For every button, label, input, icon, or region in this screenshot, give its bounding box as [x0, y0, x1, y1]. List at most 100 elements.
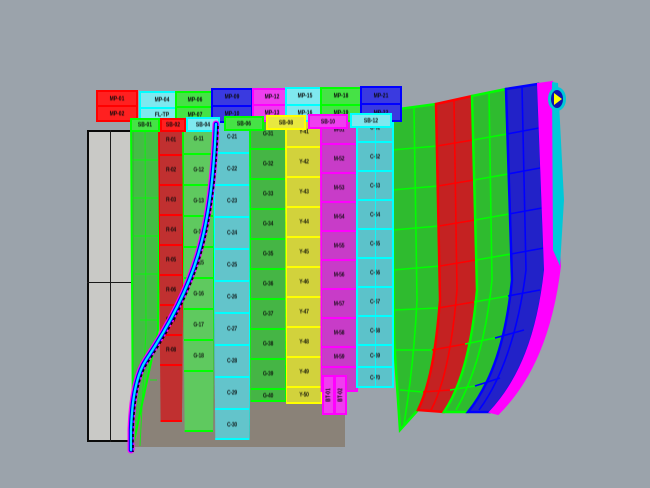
chip-label-row: SB-12: [363, 116, 379, 125]
mesh-cell[interactable]: Y-42: [287, 148, 321, 178]
mesh-cell[interactable]: G-35: [251, 240, 285, 270]
mesh-cell[interactable]: G-37: [251, 300, 285, 330]
secondary-chip[interactable]: SB-02: [160, 118, 186, 132]
mesh-cell[interactable]: R-08: [160, 336, 182, 366]
mesh-cell[interactable]: C-30: [226, 421, 238, 429]
chip-label-row: SB-10: [320, 117, 336, 126]
mesh-cell[interactable]: R-06: [160, 276, 182, 306]
mesh-cell[interactable]: Y-49: [287, 358, 321, 388]
section-plate-vdivider: [110, 130, 111, 442]
mesh-cell[interactable]: R-02: [160, 156, 182, 186]
mesh-cell[interactable]: M-57: [322, 290, 356, 319]
mesh-cell[interactable]: C-24: [215, 218, 249, 250]
mesh-cell[interactable]: Y-45: [287, 238, 321, 268]
mesh-cell[interactable]: M-54: [322, 203, 356, 232]
mesh-cell[interactable]: Y-46: [287, 268, 321, 298]
mesh-cell[interactable]: R-03: [160, 186, 182, 216]
mesh-cell[interactable]: R-05: [160, 246, 182, 276]
mesh-cell[interactable]: G-32: [251, 150, 285, 180]
chip-label-row: MP-10: [224, 110, 240, 118]
mesh-cell[interactable]: M-59: [322, 348, 356, 368]
deflection-curve-magenta: [127, 120, 220, 454]
band-cyan-2-split: [375, 112, 376, 386]
mesh-cell[interactable]: C-25: [215, 250, 249, 282]
edge-rim: [552, 82, 564, 266]
mesh-cell[interactable]: G-12: [184, 155, 213, 186]
mesh-cell[interactable]: Y-43: [287, 178, 321, 208]
mesh-cell[interactable]: G-16: [184, 279, 213, 310]
mesh-cell[interactable]: G-39: [251, 360, 285, 390]
mesh-cell[interactable]: G-11: [184, 124, 213, 155]
header-chip[interactable]: MP-01 MP-02: [96, 90, 138, 122]
mesh-cell[interactable]: G-38: [251, 330, 285, 360]
mesh-cell[interactable]: G-13: [184, 186, 213, 217]
chip-label-row: MP-01: [98, 92, 136, 107]
mesh-cell[interactable]: M-51: [322, 116, 356, 145]
chip-label-row: MP-21: [362, 88, 400, 105]
chip-label-row: SB-02: [165, 121, 181, 129]
mesh-cell[interactable]: G-18: [184, 341, 213, 372]
secondary-chip[interactable]: SB-08: [266, 115, 306, 130]
mesh-cell[interactable]: C-27: [215, 314, 249, 346]
secondary-chip[interactable]: SB-12: [350, 113, 392, 128]
chip-label-row: FL-TP: [154, 111, 170, 120]
mesh-cell[interactable]: G-40: [262, 392, 274, 400]
secondary-chip[interactable]: SB-06: [224, 116, 264, 131]
mesh-cell[interactable]: Y-47: [287, 298, 321, 328]
band-green-1[interactable]: [129, 121, 162, 447]
mesh-cell[interactable]: C-21: [215, 122, 249, 154]
section-plate-hdivider: [87, 282, 134, 283]
chip-label-row: MP-09: [213, 90, 251, 107]
mesh-cell[interactable]: G-33: [251, 180, 285, 210]
band-green-3[interactable]: G-31 G-32 G-33 G-34 G-35 G-36 G-37 G-38 …: [249, 116, 287, 402]
mesh-cell[interactable]: C-26: [215, 282, 249, 314]
orientation-triad[interactable]: [546, 86, 568, 112]
mesh-cell[interactable]: R-04: [160, 216, 182, 246]
mesh-cell[interactable]: M-58: [322, 319, 356, 348]
chip-label-row: SB-08: [278, 118, 294, 127]
chip-label-row: MP-19: [333, 109, 349, 117]
mesh-cell[interactable]: Y-44: [287, 208, 321, 238]
chip-label-row: MP-02: [109, 109, 125, 118]
mesh-cell[interactable]: C-22: [215, 154, 249, 186]
mesh-cell[interactable]: M-53: [322, 174, 356, 203]
deflection-curve-dash: [132, 125, 219, 452]
deflection-curve-cyan: [129, 122, 218, 452]
band-yellow[interactable]: Y-41 Y-42 Y-43 Y-44 Y-45 Y-46 Y-47 Y-48 …: [285, 114, 323, 404]
mesh-cell[interactable]: M-56: [322, 261, 356, 290]
chip-label-row: MP-18: [322, 89, 360, 106]
bottom-tab[interactable]: BT-02: [334, 375, 347, 415]
band-magenta-edge[interactable]: [488, 80, 562, 416]
secondary-chip[interactable]: SB-10: [308, 114, 348, 129]
deflection-curve-blue: [128, 121, 219, 453]
secondary-chip[interactable]: SB-01: [130, 118, 160, 132]
chip-label-row: MP-15: [287, 89, 323, 106]
header-chip[interactable]: MP-21 MP-22: [360, 86, 402, 122]
mesh-cell[interactable]: G-34: [251, 210, 285, 240]
mesh-cell[interactable]: M-52: [322, 145, 356, 174]
mesh-cell[interactable]: Y-41: [287, 118, 321, 148]
mesh-cell[interactable]: R-01: [160, 126, 182, 156]
mesh-cell[interactable]: C-29: [215, 378, 249, 410]
band-cyan-1[interactable]: C-21 C-22 C-23 C-24 C-25 C-26 C-27 C-28 …: [213, 118, 251, 440]
chip-label-row: MP-13: [264, 109, 280, 117]
mesh-cell[interactable]: G-36: [251, 270, 285, 300]
chip-label-row: MP-06: [177, 93, 213, 108]
mesh-cell[interactable]: Y-48: [287, 328, 321, 358]
mesh-cell[interactable]: C-23: [215, 186, 249, 218]
mesh-cell[interactable]: Y-50: [299, 391, 309, 399]
chip-label-row: MP-12: [254, 90, 290, 106]
chip-label-row: MP-22: [362, 105, 400, 120]
mesh-cell[interactable]: G-17: [184, 310, 213, 341]
mesh-cell[interactable]: M-55: [322, 232, 356, 261]
chip-label-row: SB-01: [137, 121, 153, 129]
chip-label-row: SB-04: [195, 120, 211, 129]
mesh-cell[interactable]: C-28: [215, 346, 249, 378]
mesh-cell[interactable]: G-31: [251, 120, 285, 150]
